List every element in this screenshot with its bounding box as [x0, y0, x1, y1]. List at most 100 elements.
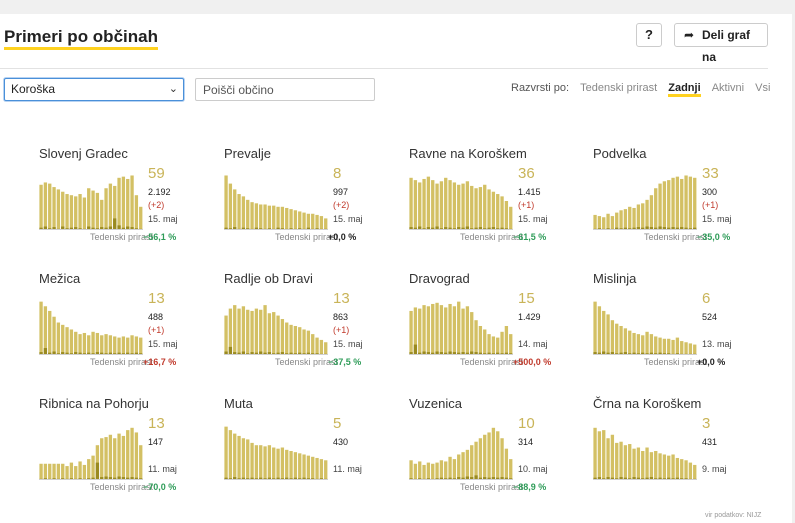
total-cases: 524 [702, 312, 718, 322]
sparkline-bar [667, 338, 671, 355]
sparkline-bar [61, 463, 65, 480]
sparkline-daily-bar [254, 227, 259, 230]
weekly-growth-value: −35,0 % [697, 232, 731, 242]
sparkline-daily-bar [615, 227, 619, 230]
sparkline-daily-bar [293, 477, 298, 480]
sparkline-bar [632, 207, 636, 230]
sort-option-all[interactable]: Vsi [755, 82, 771, 94]
sparkline-bar [461, 308, 465, 355]
sparkline-daily-bar [224, 477, 228, 480]
sparkline-bar [461, 452, 465, 480]
sparkline-bar [654, 336, 658, 355]
municipality-search-input[interactable] [195, 78, 375, 101]
sparkline-bar [680, 459, 684, 480]
sparkline-bar [259, 445, 263, 480]
sparkline-bar [610, 434, 615, 480]
municipality-tile[interactable]: Črna na Koroškem 3 431 9. maj [593, 396, 733, 511]
sparkline-daily-bar [470, 477, 474, 480]
municipality-name: Dravograd [409, 271, 470, 286]
sparkline-bar [500, 331, 504, 355]
sparkline-bar [289, 209, 293, 230]
sparkline-bar [91, 190, 95, 230]
sparkline-bar [470, 185, 474, 230]
sparkline-daily-bar [65, 352, 69, 355]
municipality-tile[interactable]: Mežica 13 488 (+1) 15. maj Tedenski prirast +1… [39, 271, 179, 386]
municipality-tile[interactable]: Ravne na Koroškem 36 1.415 (+1) 15. maj Teden… [409, 146, 549, 261]
sort-option-active[interactable]: Aktivni [711, 82, 745, 94]
sparkline-daily-bar [435, 351, 439, 355]
sparkline-bar [671, 339, 675, 355]
help-button[interactable]: ? [636, 23, 662, 47]
sparkline-daily-bar [113, 218, 117, 230]
sparkline-daily-bar [593, 352, 597, 355]
sparkline-bar [61, 191, 65, 230]
sparkline-bar [662, 338, 667, 355]
sparkline-bar [126, 178, 130, 230]
sparkline-daily-bar [483, 477, 487, 480]
weekly-growth-value: −70,0 % [143, 482, 177, 492]
sparkline-daily-bar [130, 227, 134, 230]
sort-bar: Razvrsti po: Tedenski prirast Zadnji Akt… [511, 82, 770, 97]
sparkline-bar [671, 177, 675, 230]
sparkline-bar [448, 180, 452, 230]
sparkline-daily-bar [276, 477, 280, 480]
sparkline-daily-bar [632, 477, 636, 480]
active-cases: 10 [518, 415, 535, 432]
sparkline-bar [504, 326, 509, 355]
municipality-tile[interactable]: Ribnica na Pohorju 13 147 11. maj Tedenski p… [39, 396, 179, 511]
municipality-name: Mežica [39, 271, 81, 286]
sparkline-bar [74, 466, 78, 480]
sparkline-bar [126, 430, 130, 480]
weekly-growth-label: Tedenski prirast [89, 482, 153, 492]
sparkline-bar [121, 176, 126, 230]
sparkline-bar [444, 177, 448, 230]
sparkline-bar [130, 427, 134, 480]
active-cases: 5 [333, 415, 342, 432]
sparkline-bar [254, 445, 259, 480]
sort-option-weekly-growth[interactable]: Tedenski prirast [580, 82, 658, 94]
municipality-name: Muta [224, 396, 253, 411]
municipality-tile[interactable]: Dravograd 15 1.429 14. maj Tedenski prirast +… [409, 271, 551, 386]
sparkline-bar [113, 336, 117, 355]
sparkline-bar [422, 178, 426, 230]
daily-delta: (+1) [702, 200, 719, 210]
sparkline-bar [693, 344, 697, 355]
sparkline-daily-bar [126, 352, 130, 355]
sparkline-daily-bar [606, 477, 610, 480]
sparkline-bar [134, 195, 139, 230]
sparkline-daily-bar [100, 227, 104, 230]
municipality-tile[interactable]: Prevalje 8 997 (+2) 15. maj Tedenski prirast +… [224, 146, 364, 261]
municipality-tile[interactable]: Mislinja 6 524 13. maj Tedenski prirast +0,0 … [593, 271, 733, 386]
sparkline-bar [623, 445, 628, 480]
sparkline-daily-bar [465, 352, 470, 355]
municipality-tile[interactable]: Podvelka 33 300 (+1) 15. maj Tedenski prirast… [593, 146, 733, 261]
sparkline-bar [662, 181, 667, 230]
sparkline-bar [636, 204, 641, 230]
sparkline-bar [439, 305, 444, 355]
sparkline-bar [491, 191, 496, 230]
sparkline-bar [426, 306, 431, 355]
weekly-growth-value: −61,5 % [513, 232, 547, 242]
sparkline-bar [474, 188, 478, 230]
sparkline-daily-bar [241, 227, 246, 230]
weekly-growth-value: −88,9 % [513, 482, 547, 492]
sparkline-bar [324, 460, 328, 480]
municipality-tile[interactable]: Slovenj Gradec 59 2.192 (+2) 15. maj Tedenski… [39, 146, 179, 261]
sparkline-daily-bar [418, 226, 422, 230]
sparkline-daily-bar [658, 477, 662, 480]
sparkline-daily-bar [233, 227, 237, 230]
active-cases: 3 [702, 415, 711, 432]
municipality-tile[interactable]: Radlje ob Dravi 13 863 (+1) 15. maj Tedenski … [224, 271, 364, 386]
sparkline-daily-bar [285, 477, 289, 480]
municipality-tile[interactable]: Vuzenica 10 314 10. maj Tedenski prirast −88,… [409, 396, 549, 511]
sparkline-bar [228, 430, 233, 480]
sparkline-daily-bar [491, 227, 496, 230]
municipality-tile[interactable]: Muta 5 430 11. maj [224, 396, 364, 511]
region-select[interactable]: Koroška ⌄ [4, 78, 184, 101]
sparkline-bar [263, 204, 267, 230]
share-button[interactable]: ➦ Deli graf na [674, 23, 768, 64]
sort-option-latest[interactable]: Zadnji [668, 82, 701, 97]
sparkline-bar [82, 332, 87, 355]
sparkline-daily-bar [439, 352, 444, 355]
municipality-name: Ribnica na Pohorju [39, 396, 149, 411]
